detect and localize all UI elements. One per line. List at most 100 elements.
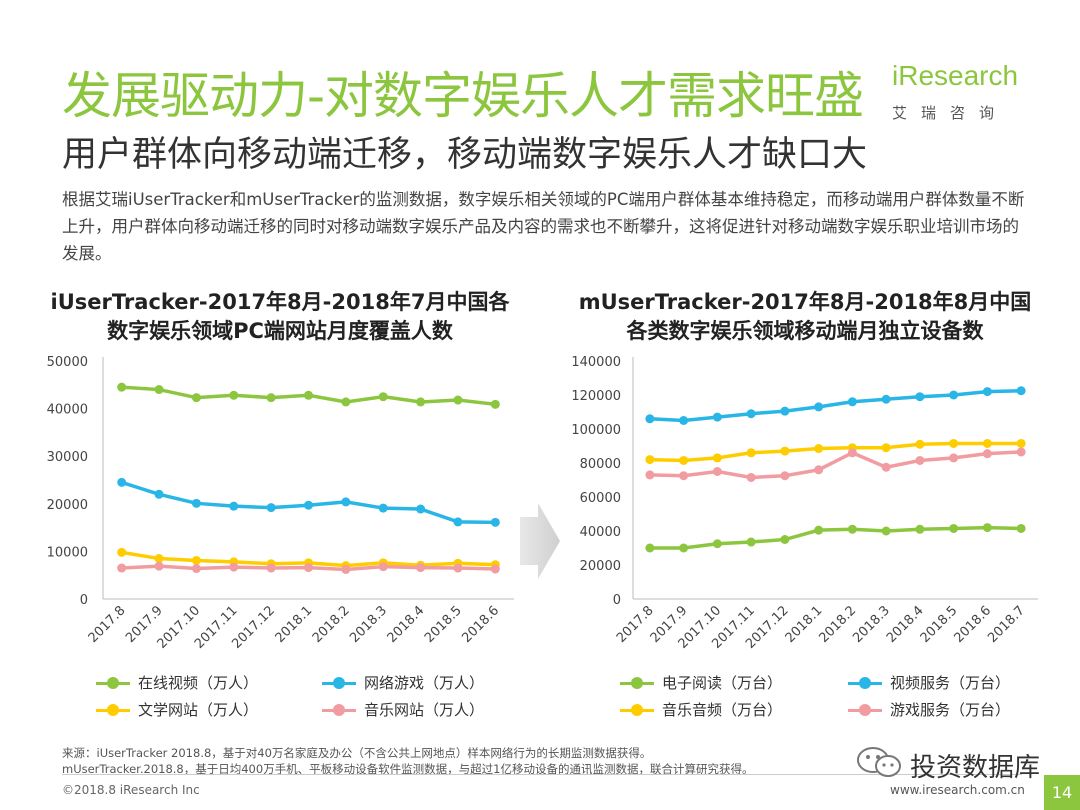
legend-label: 音乐网站（万人） [364,701,485,719]
c1-point [490,399,500,409]
c1-ytick-label: 40000 [47,403,88,418]
c2-point [746,537,756,547]
c1-point [341,564,351,574]
c2-point [915,439,925,449]
c1-ytick-label: 0 [80,593,88,608]
c1-xtick-label: 2017.8 [86,603,129,646]
c2-point [881,526,891,536]
c2-point [949,523,959,533]
c2-point [881,443,891,453]
c1-point [229,562,239,572]
c2-point [645,414,655,424]
c2-point [780,471,790,481]
c2-point [746,472,756,482]
c2-point [982,387,992,397]
legend-label: 网络游戏（万人） [364,674,485,692]
c2-point [746,448,756,458]
c2-ytick-label: 20000 [580,559,621,574]
page-subtitle: 用户群体向移动端迁移，移动端数字娱乐人才缺口大 [62,135,868,175]
chart2-plot: 0 20000 40000 60000 80000 100000 120000 140000 2… [571,355,1038,652]
c1-xtick-label: 2018.6 [459,603,502,646]
c1-point [191,393,201,403]
legend-label: 游戏服务（万台） [890,701,1011,719]
c2-xtick-label: 2018.2 [816,603,859,646]
legend-dot-icon [631,677,643,689]
c2-series-line-2 [649,389,1022,423]
chart1-title: iUserTracker-2017年8月-2018年7月中国各 数字娱乐领域PC… [40,288,520,346]
c2-xtick-label: 2018.7 [985,603,1028,646]
c2-point [1016,523,1026,533]
c1-point [453,517,463,527]
c2-point [780,535,790,544]
c1-point [229,390,239,400]
c2-point [814,525,824,535]
c2-point [645,470,655,480]
c1-point [266,563,276,573]
c2-xtick-label: 2018.3 [850,603,893,646]
c1-point [416,397,426,407]
c1-point [304,563,313,573]
c1-point [191,555,201,565]
logo-main-text: iResearch [892,60,1019,91]
c1-point [117,477,127,487]
c1-point [117,547,127,557]
c2-point [847,524,857,534]
c2-point [679,543,689,553]
legend-dot-icon [333,704,345,716]
c2-point [915,524,925,534]
website-link[interactable]: www.iresearch.com.cn [890,783,1025,797]
c1-point [117,382,127,392]
c1-ytick-label: 20000 [47,498,88,513]
c1-xtick-label: 2018.2 [310,603,353,646]
c2-point [847,448,857,458]
c2-series-line-1 [649,525,1022,550]
c1-xtick-label: 2018.1 [273,603,316,646]
c2-point [1016,438,1026,448]
c1-point [154,554,164,564]
c2-point [982,438,992,448]
c1-point [191,564,201,574]
legend-label: 电子阅读（万台） [662,674,783,692]
c2-point [949,390,959,400]
wechat-watermark: 投资数据库 [850,745,1050,783]
c2-point [982,523,992,533]
c2-xtick-label: 2018.4 [884,603,927,646]
c2-ytick-label: 80000 [580,457,621,472]
c2-point [915,455,925,465]
c2-point [712,412,722,422]
c1-point [453,395,463,405]
wechat-icon [857,747,901,777]
source-line-2: mUserTracker.2018.8，基于日均400万手机、平板移动设备软件监… [62,762,754,776]
c2-point [712,539,722,549]
c1-xtick-label: 2018.4 [385,603,428,646]
c1-point [191,498,201,508]
c1-xtick-label: 2018.3 [347,603,390,646]
arrow-right-icon [520,503,560,579]
logo-sub-text: 艾瑞咨询 [892,104,1009,122]
c1-point [266,393,276,403]
c2-point [780,446,790,456]
c2-point [847,397,857,407]
legend-dot-icon [859,704,871,716]
c2-xtick-label: 2018.5 [918,603,961,646]
chart2-title-line2: 各类数字娱乐领域移动端月独立设备数 [626,319,984,343]
footer-divider [62,774,1022,775]
c2-ytick-label: 100000 [571,423,621,438]
c1-point [154,385,164,395]
c1-ytick-label: 10000 [47,545,88,560]
intro-paragraph: 根据艾瑞iUserTracker和mUserTracker的监测数据，数字娱乐相… [62,190,1025,263]
legend-dot-icon [107,704,119,716]
c2-point [949,438,959,448]
iresearch-logo: iResearch 艾瑞咨询 [892,60,1032,124]
c1-ytick-label: 50000 [47,355,88,370]
legend-label: 视频服务（万台） [890,674,1011,692]
chart1-title-line2: 数字娱乐领域PC端网站月度覆盖人数 [107,319,453,343]
c1-point [304,500,313,510]
c2-ytick-label: 0 [613,593,621,608]
c2-ytick-label: 60000 [580,491,621,506]
c2-point [679,455,689,465]
c1-point [154,561,164,571]
c2-xtick-label: 2018.1 [783,603,826,646]
c1-point [416,504,426,514]
